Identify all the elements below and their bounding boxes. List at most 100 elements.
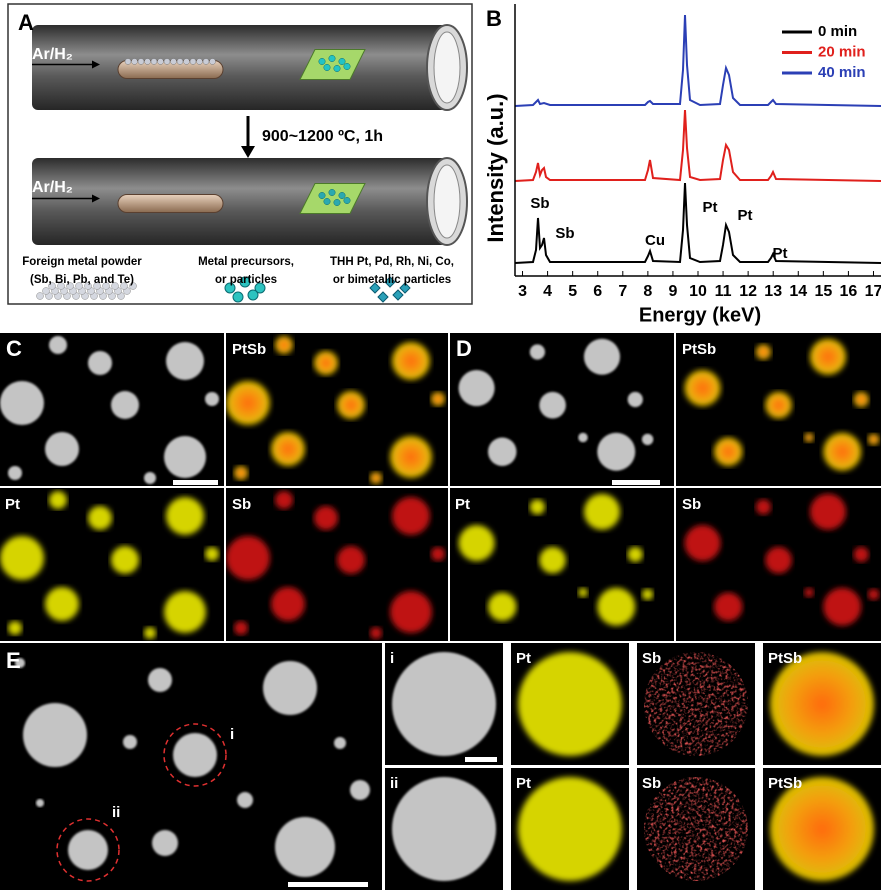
particle — [392, 342, 430, 380]
particle — [823, 588, 861, 626]
powder — [158, 59, 164, 65]
micrograph — [385, 768, 503, 890]
divider — [0, 641, 881, 643]
particle — [804, 588, 814, 598]
particle — [237, 792, 253, 808]
particle — [392, 652, 496, 756]
particle — [770, 777, 874, 881]
particle — [234, 466, 248, 480]
map-label: Sb — [682, 496, 701, 513]
particle — [854, 547, 869, 562]
y-axis-label: Intensity (a.u.) — [483, 93, 508, 242]
panel-label: B — [486, 6, 502, 31]
particle — [334, 737, 346, 749]
particle — [0, 381, 44, 425]
particle — [173, 733, 217, 777]
particle-icon — [344, 197, 350, 203]
map-label: Pt — [516, 775, 531, 792]
particle — [45, 432, 79, 466]
tube-end-inner — [434, 32, 460, 103]
powder — [138, 59, 144, 65]
particle — [164, 436, 206, 478]
map-label: i — [390, 650, 394, 667]
divider — [224, 333, 226, 641]
particle-icon — [339, 192, 345, 198]
map-label: ii — [390, 775, 398, 792]
particle — [584, 494, 620, 530]
micrograph — [676, 488, 881, 641]
particle — [390, 591, 432, 633]
particle — [166, 342, 204, 380]
particle — [810, 339, 846, 375]
particle — [49, 491, 67, 509]
x-tick-label: 7 — [618, 283, 627, 300]
divider — [382, 643, 385, 890]
powder — [184, 59, 190, 65]
particle — [685, 370, 721, 406]
particle — [459, 525, 495, 561]
particle — [8, 466, 22, 480]
particle — [23, 703, 87, 767]
particle — [0, 536, 44, 580]
particles — [770, 652, 874, 756]
particle — [390, 436, 432, 478]
particle — [226, 381, 270, 425]
particles — [518, 777, 622, 881]
particle — [205, 392, 219, 406]
particle — [45, 587, 79, 621]
particle — [539, 547, 566, 574]
particle — [111, 391, 139, 419]
particle — [488, 593, 517, 622]
gas-label: Ar/H₂ — [32, 46, 73, 63]
particle — [714, 593, 743, 622]
particle — [578, 433, 588, 443]
particle — [263, 661, 317, 715]
particle — [642, 589, 653, 600]
peak-label: Cu — [645, 232, 665, 249]
legend-label: 0 min — [818, 23, 857, 40]
particles — [392, 777, 496, 881]
x-tick-label: 10 — [689, 283, 707, 300]
particle — [810, 494, 846, 530]
powder — [177, 59, 183, 65]
particle — [370, 627, 382, 639]
micrograph — [385, 643, 503, 765]
particle — [337, 391, 365, 419]
figure: A 900~1200 ºC, 1h Ar/H₂ Ar/H₂ Foreign me… — [0, 0, 881, 890]
micrograph — [226, 488, 450, 641]
particle — [868, 434, 879, 445]
particle-icon — [233, 292, 243, 302]
particle — [530, 344, 545, 359]
particle — [370, 472, 382, 484]
particle — [275, 817, 335, 877]
tube — [32, 25, 447, 110]
particle — [518, 777, 622, 881]
particle-icon — [324, 64, 330, 70]
condition: 900~1200 ºC, 1h — [262, 128, 383, 145]
scale-bar — [173, 480, 218, 485]
divider — [448, 333, 450, 641]
legend-text: or particles — [215, 274, 277, 286]
powder — [203, 59, 209, 65]
x-tick-label: 4 — [543, 283, 552, 300]
particle — [756, 344, 771, 359]
particle — [123, 735, 137, 749]
particle — [518, 652, 622, 756]
peak-label: Sb — [555, 225, 574, 242]
map-label: PtSb — [768, 650, 802, 667]
particle — [823, 433, 861, 471]
map-label: PtSb — [232, 341, 266, 358]
particle — [111, 546, 139, 574]
particle — [205, 547, 219, 561]
scale-bar — [465, 757, 497, 762]
particle — [144, 627, 156, 639]
x-tick-label: 8 — [643, 283, 652, 300]
particle — [271, 432, 305, 466]
legend-text: THH Pt, Pd, Rh, Ni, Co, — [330, 256, 454, 268]
particle-icon — [344, 63, 350, 69]
particle — [644, 777, 748, 881]
micrograph — [0, 488, 224, 641]
gas-label: Ar/H₂ — [32, 179, 73, 196]
particle-icon — [329, 189, 335, 195]
powder — [164, 59, 170, 65]
